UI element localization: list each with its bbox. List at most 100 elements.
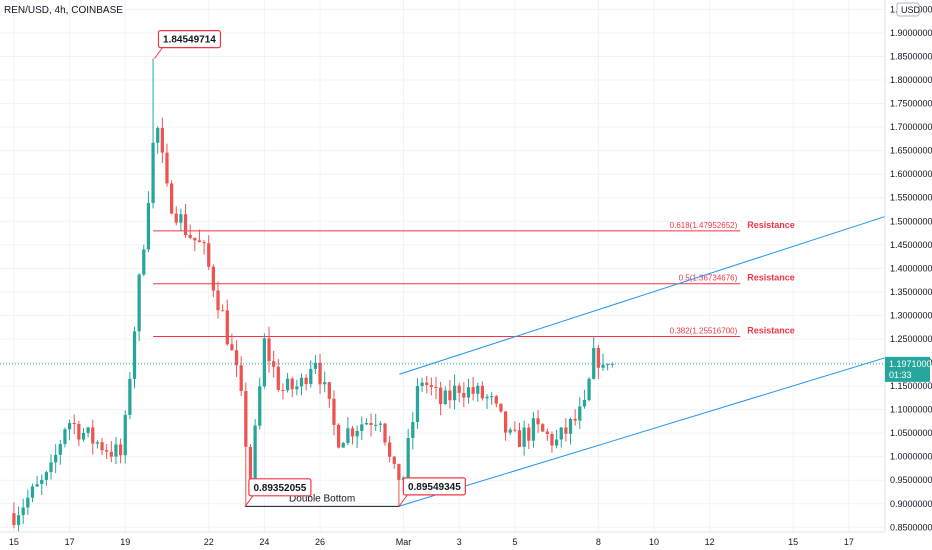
candle-body xyxy=(364,423,369,425)
candle-body xyxy=(221,310,225,312)
candle-body xyxy=(26,497,30,508)
candle-body xyxy=(109,451,113,457)
candle-body xyxy=(350,428,355,437)
candle-body xyxy=(244,391,248,447)
y-tick-label: 1.60000000 xyxy=(890,169,932,179)
channel-upper-line xyxy=(399,216,886,375)
candle-body xyxy=(568,418,573,434)
y-tick-label: 1.50000000 xyxy=(890,216,932,226)
candle-body xyxy=(299,377,304,387)
candle-body xyxy=(485,396,489,399)
candle-body xyxy=(123,414,127,456)
candle-body xyxy=(336,424,341,448)
channel-lower-line xyxy=(399,357,886,507)
last-price-tag xyxy=(885,356,930,382)
candle-body xyxy=(35,484,39,487)
candle-body xyxy=(30,486,35,498)
x-tick-label: 19 xyxy=(120,537,130,547)
candle-body xyxy=(262,338,267,387)
x-tick-label: 15 xyxy=(9,537,19,547)
candle-body xyxy=(304,377,308,385)
candle-body xyxy=(387,442,392,457)
x-tick-label: 12 xyxy=(705,537,715,547)
callout-box xyxy=(157,30,222,49)
candle-body xyxy=(118,444,123,456)
candle-body xyxy=(225,310,229,345)
candles-layer xyxy=(12,58,614,532)
y-tick-label: 1.75000000 xyxy=(890,99,932,109)
candle-body xyxy=(132,331,137,379)
candle-body xyxy=(415,386,420,423)
x-tick-label: 22 xyxy=(204,537,214,547)
candle-body xyxy=(406,438,410,478)
candle-body xyxy=(58,443,62,455)
candle-body xyxy=(160,128,164,153)
candle-body xyxy=(151,142,155,203)
y-tick-label: 1.15000000 xyxy=(890,381,932,391)
candle-body xyxy=(434,386,438,388)
candle-body xyxy=(452,385,457,401)
candle-body xyxy=(114,444,118,457)
candle-body xyxy=(457,385,461,393)
x-tick-label: 15 xyxy=(788,537,798,547)
annotation-layer: Double Bottom 1.84549714 0.89352055 0.89549… xyxy=(0,30,885,508)
y-tick-label: 1.45000000 xyxy=(890,240,932,250)
y-tick-label: 1.25000000 xyxy=(890,334,932,344)
x-tick-label: 5 xyxy=(512,537,517,547)
y-tick-label: 1.70000000 xyxy=(890,122,932,132)
candle-body xyxy=(392,456,396,464)
candle-body xyxy=(341,442,345,448)
candle-body xyxy=(49,462,53,473)
resistance-label: Resistance xyxy=(747,273,795,283)
candle-body xyxy=(420,382,424,387)
fib-level-label: 0.5(1.36734676) xyxy=(679,274,738,283)
candle-body xyxy=(179,214,183,223)
candle-body xyxy=(550,433,554,446)
candle-body xyxy=(587,378,591,400)
chart-title: REN/USD, 4h, COINBASE xyxy=(4,5,123,16)
candle-body xyxy=(397,463,401,480)
candle-body xyxy=(54,454,58,463)
candle-body xyxy=(95,442,100,444)
y-tick-label: 1.55000000 xyxy=(890,193,932,203)
y-tick-label: 1.35000000 xyxy=(890,287,932,297)
candle-body xyxy=(285,378,290,391)
candle-body xyxy=(323,382,327,385)
candle-body xyxy=(559,427,563,440)
candle-body xyxy=(63,429,67,444)
callout-box xyxy=(402,477,466,496)
double-bottom-label: Double Bottom xyxy=(289,493,355,504)
countdown-value: 01:33 xyxy=(889,370,912,380)
resistance-label: Resistance xyxy=(747,220,795,230)
x-tick-label: 17 xyxy=(844,537,854,547)
callout-pointer xyxy=(244,495,254,508)
candle-body xyxy=(165,152,169,184)
candle-body xyxy=(490,396,494,398)
candle-body xyxy=(411,422,415,439)
callout-box xyxy=(248,478,312,497)
y-tick-label: 1.65000000 xyxy=(890,146,932,156)
y-tick-label: 1.85000000 xyxy=(890,51,932,61)
candle-body xyxy=(169,183,174,214)
candle-body xyxy=(554,439,559,446)
x-tick-label: Mar xyxy=(396,537,412,547)
candle-body xyxy=(517,430,522,447)
candle-body xyxy=(476,385,480,394)
candle-body xyxy=(21,507,25,516)
candle-body xyxy=(44,472,49,480)
candle-body xyxy=(346,428,350,443)
candle-body xyxy=(425,382,429,385)
candle-body xyxy=(499,403,503,412)
candle-body xyxy=(503,411,508,433)
callout-label: 0.89549345 xyxy=(408,482,461,493)
candle-body xyxy=(230,344,234,351)
candle-body xyxy=(100,442,104,451)
currency-badge[interactable] xyxy=(896,2,920,17)
resistance-label: Resistance xyxy=(747,326,795,336)
candle-body xyxy=(183,214,188,236)
candle-body xyxy=(137,274,141,332)
